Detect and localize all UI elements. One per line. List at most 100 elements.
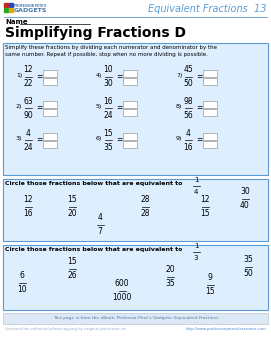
Bar: [4, 3, 8, 7]
Bar: [4, 7, 8, 12]
Text: 3): 3): [16, 136, 22, 141]
FancyBboxPatch shape: [3, 179, 268, 241]
Text: GADGETS: GADGETS: [14, 7, 47, 13]
Text: 30: 30: [103, 79, 113, 88]
Text: 35: 35: [243, 256, 253, 265]
Text: 28: 28: [140, 210, 150, 219]
Bar: [123, 133, 137, 140]
Text: 50: 50: [243, 270, 253, 278]
Text: =: =: [36, 73, 42, 81]
Text: 12: 12: [23, 66, 33, 74]
Text: Licensed for unlimited photocopying by original purchaser on: Licensed for unlimited photocopying by o…: [5, 327, 126, 331]
Text: 6: 6: [20, 272, 24, 280]
Text: 24: 24: [103, 111, 113, 119]
Text: 8): 8): [176, 104, 182, 109]
Text: 22: 22: [23, 79, 33, 88]
Text: 20: 20: [165, 265, 175, 274]
Text: Circle those fractions below that are equivalent to: Circle those fractions below that are eq…: [5, 247, 182, 252]
FancyBboxPatch shape: [3, 245, 268, 310]
Bar: [123, 101, 137, 108]
Bar: [203, 133, 217, 140]
FancyBboxPatch shape: [3, 43, 268, 175]
Bar: [203, 109, 217, 116]
Text: Simplifying Fractions D: Simplifying Fractions D: [5, 26, 186, 40]
Text: 35: 35: [165, 279, 175, 289]
Text: 30: 30: [240, 187, 250, 197]
Text: =: =: [196, 104, 202, 113]
Text: 7): 7): [176, 73, 182, 78]
Text: 4: 4: [186, 128, 191, 138]
Text: 9): 9): [176, 136, 182, 141]
Text: 1: 1: [194, 244, 198, 250]
Text: 1000: 1000: [112, 293, 132, 303]
Text: 40: 40: [240, 201, 250, 211]
Text: =: =: [36, 104, 42, 113]
Text: 16: 16: [183, 143, 193, 152]
Text: 15: 15: [205, 287, 215, 297]
Bar: [203, 78, 217, 85]
Text: 12: 12: [200, 196, 210, 205]
Text: 15: 15: [67, 258, 77, 266]
Text: 1): 1): [16, 73, 22, 78]
Text: 6): 6): [96, 136, 102, 141]
Text: 16: 16: [103, 97, 113, 106]
Text: 4: 4: [25, 128, 30, 138]
Text: 7: 7: [98, 227, 102, 237]
Text: 4: 4: [194, 188, 198, 194]
Text: Equivalent Fractions  13: Equivalent Fractions 13: [149, 4, 267, 14]
Bar: [43, 109, 57, 116]
Text: 2): 2): [16, 104, 22, 109]
Text: 20: 20: [67, 210, 77, 219]
Text: PROFESSOR PETE'S: PROFESSOR PETE'S: [14, 4, 46, 8]
Bar: [123, 141, 137, 148]
Bar: [8, 7, 12, 12]
Text: 5): 5): [96, 104, 102, 109]
Text: 10: 10: [103, 66, 113, 74]
Text: 15: 15: [103, 128, 113, 138]
Text: 56: 56: [183, 111, 193, 119]
Text: Name: Name: [5, 19, 28, 25]
Text: 4: 4: [98, 213, 102, 223]
Bar: [123, 109, 137, 116]
Bar: [43, 78, 57, 85]
Text: 9: 9: [208, 273, 212, 283]
Text: 3: 3: [194, 254, 198, 260]
Text: 26: 26: [67, 272, 77, 280]
Text: 15: 15: [200, 210, 210, 219]
Bar: [43, 101, 57, 108]
Bar: [3, 313, 268, 324]
Text: =: =: [196, 73, 202, 81]
Text: =: =: [116, 104, 122, 113]
Text: =: =: [36, 135, 42, 145]
Bar: [203, 141, 217, 148]
Text: Circle those fractions below that are equivalent to: Circle those fractions below that are eq…: [5, 181, 182, 186]
Text: 90: 90: [23, 111, 33, 119]
Bar: [123, 78, 137, 85]
Text: This page is from the eBook: Professor Pete's Gadgets: Equivalent Fractions: This page is from the eBook: Professor P…: [53, 317, 218, 320]
Text: 28: 28: [140, 196, 150, 205]
Bar: [123, 70, 137, 77]
Bar: [43, 70, 57, 77]
Text: 12: 12: [23, 196, 33, 205]
Text: 4): 4): [96, 73, 102, 78]
Text: 15: 15: [67, 196, 77, 205]
Bar: [203, 101, 217, 108]
Text: 16: 16: [23, 210, 33, 219]
Bar: [43, 141, 57, 148]
Text: 63: 63: [23, 97, 33, 106]
Text: =: =: [116, 73, 122, 81]
Text: =: =: [196, 135, 202, 145]
Text: http://www.professorpetesclassroom.com: http://www.professorpetesclassroom.com: [186, 327, 267, 331]
Text: 24: 24: [23, 143, 33, 152]
Text: 50: 50: [183, 79, 193, 88]
Text: 1: 1: [194, 178, 198, 184]
Text: 600: 600: [115, 279, 129, 289]
Text: 98: 98: [183, 97, 193, 106]
Bar: [8, 3, 12, 7]
Bar: [43, 133, 57, 140]
Text: 10: 10: [17, 285, 27, 294]
Text: Simplify these fractions by dividing each numerator and denominator by the
same : Simplify these fractions by dividing eac…: [5, 45, 217, 57]
Text: =: =: [116, 135, 122, 145]
Text: 45: 45: [183, 66, 193, 74]
Text: 35: 35: [103, 143, 113, 152]
